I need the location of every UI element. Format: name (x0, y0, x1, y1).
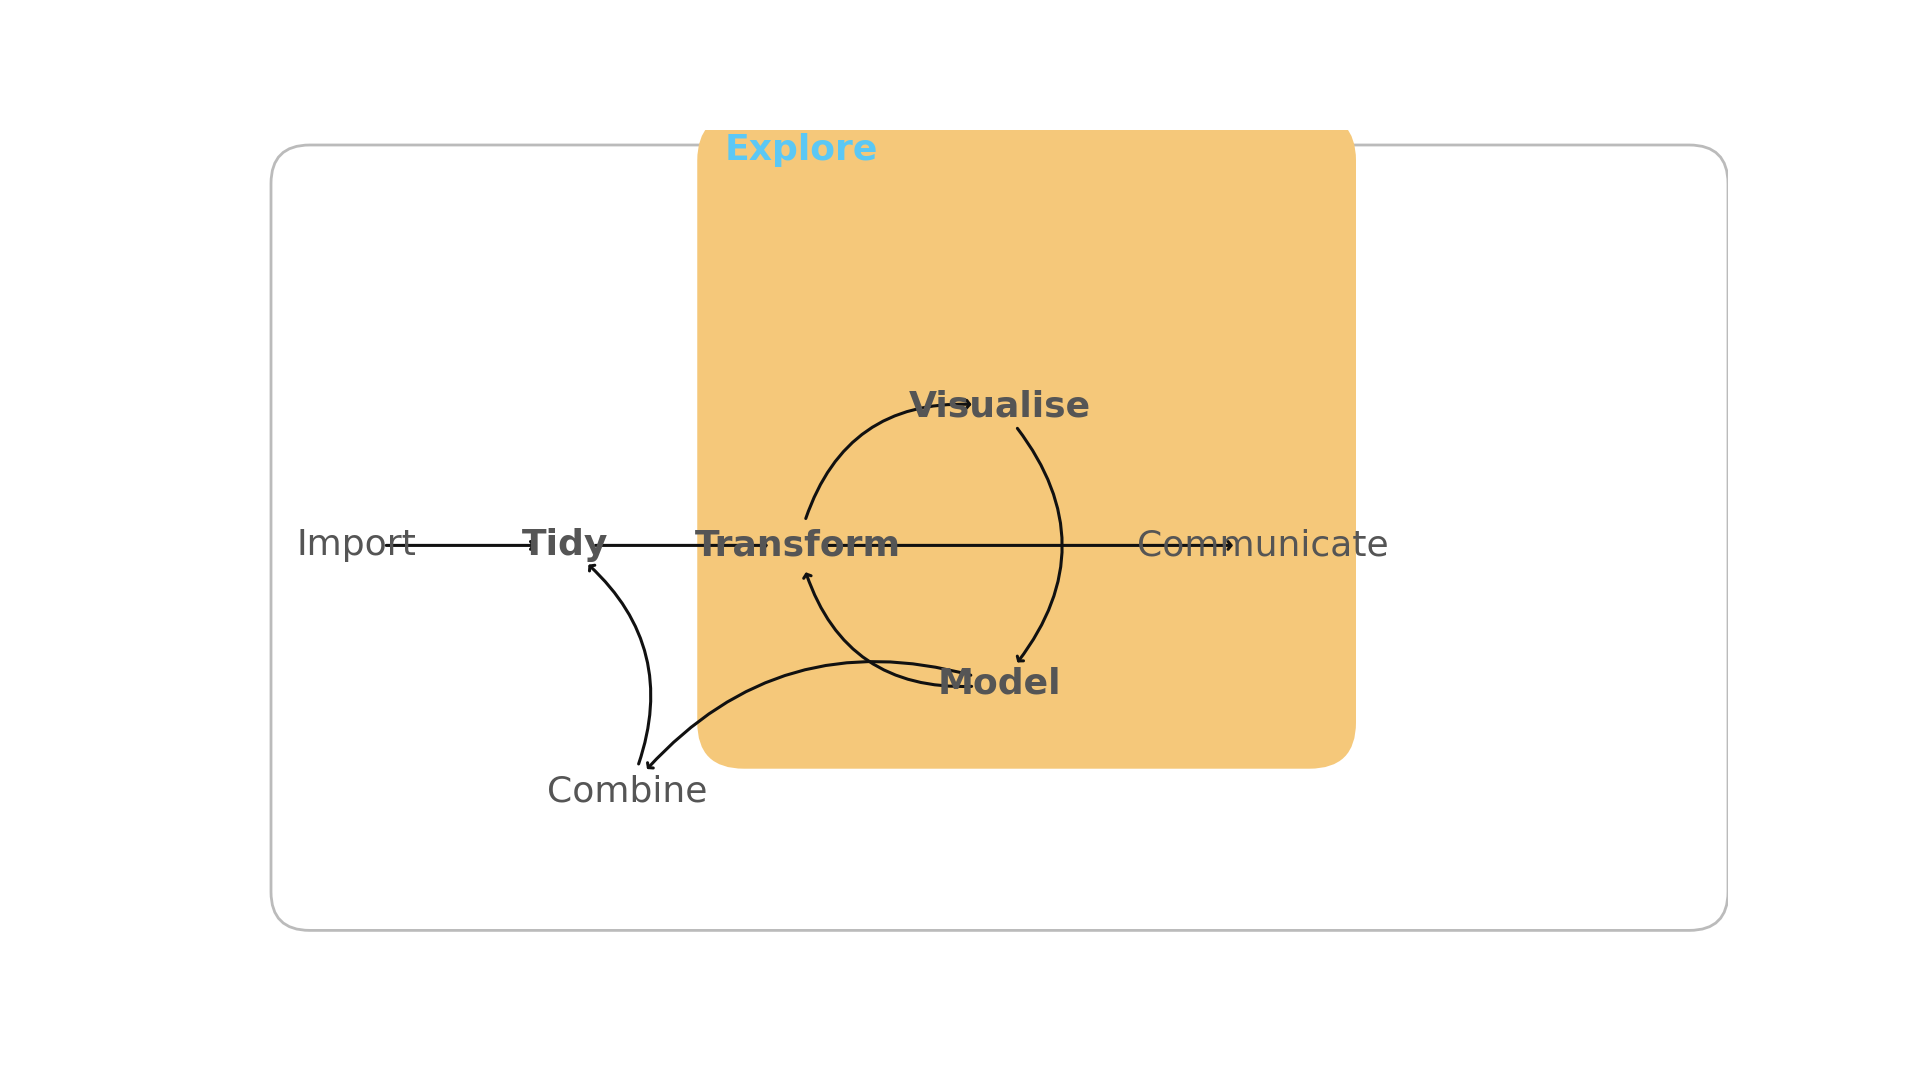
Text: Communicate: Communicate (1137, 528, 1388, 563)
Text: Model: Model (937, 667, 1062, 701)
Text: Combine: Combine (547, 774, 708, 809)
FancyBboxPatch shape (271, 145, 1728, 930)
Text: Transform: Transform (695, 528, 900, 563)
Text: Visualise: Visualise (908, 390, 1091, 423)
Text: Tidy: Tidy (522, 528, 609, 563)
Text: Import: Import (296, 528, 417, 563)
FancyBboxPatch shape (697, 114, 1356, 769)
Text: Explore: Explore (724, 134, 877, 167)
